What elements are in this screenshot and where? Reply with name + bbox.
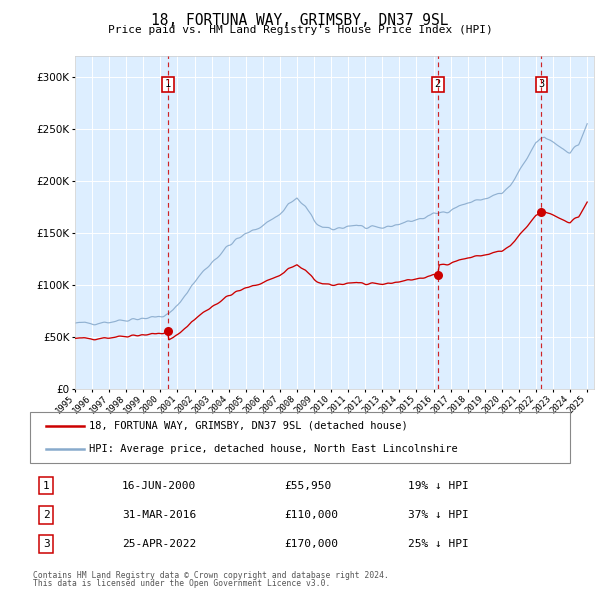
Text: Contains HM Land Registry data © Crown copyright and database right 2024.: Contains HM Land Registry data © Crown c… xyxy=(33,571,389,579)
Text: HPI: Average price, detached house, North East Lincolnshire: HPI: Average price, detached house, Nort… xyxy=(89,444,458,454)
Text: 1: 1 xyxy=(165,79,172,89)
Text: 2: 2 xyxy=(434,79,441,89)
Text: 1: 1 xyxy=(43,480,50,490)
Text: 25-APR-2022: 25-APR-2022 xyxy=(122,539,196,549)
Text: 16-JUN-2000: 16-JUN-2000 xyxy=(122,480,196,490)
Text: This data is licensed under the Open Government Licence v3.0.: This data is licensed under the Open Gov… xyxy=(33,579,331,588)
Text: £170,000: £170,000 xyxy=(284,539,338,549)
Text: 3: 3 xyxy=(538,79,544,89)
Text: 37% ↓ HPI: 37% ↓ HPI xyxy=(408,510,469,520)
Text: 3: 3 xyxy=(43,539,50,549)
Text: 18, FORTUNA WAY, GRIMSBY, DN37 9SL: 18, FORTUNA WAY, GRIMSBY, DN37 9SL xyxy=(151,13,449,28)
Text: 18, FORTUNA WAY, GRIMSBY, DN37 9SL (detached house): 18, FORTUNA WAY, GRIMSBY, DN37 9SL (deta… xyxy=(89,421,408,431)
Text: 19% ↓ HPI: 19% ↓ HPI xyxy=(408,480,469,490)
Text: Price paid vs. HM Land Registry's House Price Index (HPI): Price paid vs. HM Land Registry's House … xyxy=(107,25,493,35)
Text: £55,950: £55,950 xyxy=(284,480,331,490)
Text: 25% ↓ HPI: 25% ↓ HPI xyxy=(408,539,469,549)
Text: 2: 2 xyxy=(43,510,50,520)
Text: £110,000: £110,000 xyxy=(284,510,338,520)
Text: 31-MAR-2016: 31-MAR-2016 xyxy=(122,510,196,520)
